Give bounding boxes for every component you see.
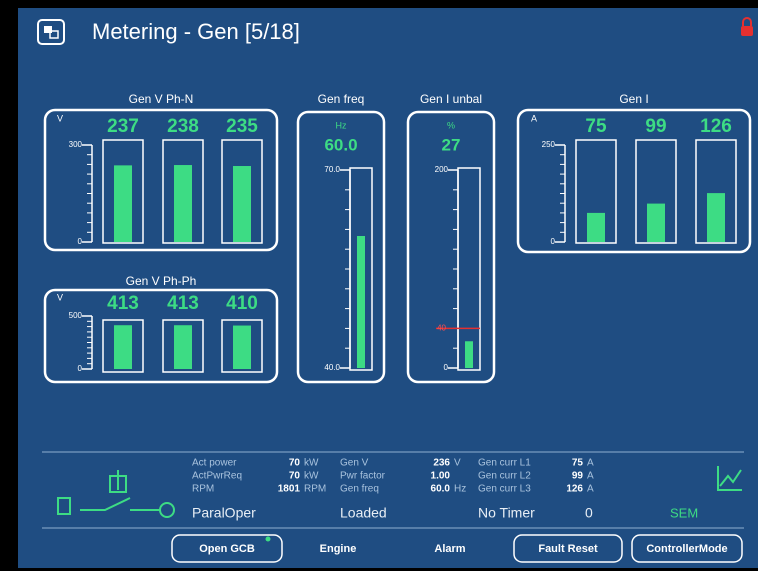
- gauge-unit: A: [531, 113, 537, 123]
- value-readout: 99: [645, 116, 666, 137]
- value-bar: [233, 166, 251, 242]
- scale-label: 200: [435, 165, 449, 174]
- reading-value: 1801: [278, 484, 301, 495]
- reading-unit: V: [454, 458, 461, 469]
- reading-label: RPM: [192, 484, 214, 495]
- reading-unit: kW: [304, 471, 319, 482]
- value-bar: [114, 165, 132, 242]
- menu-icon-part: [44, 26, 52, 33]
- value-readout: 413: [167, 293, 199, 314]
- scale-label: 70.0: [324, 165, 340, 174]
- reading-label: Gen curr L3: [478, 484, 531, 495]
- reading-label: Gen curr L2: [478, 471, 531, 482]
- value-bar: [174, 325, 192, 369]
- gauge-unit: %: [447, 120, 455, 130]
- reading-unit: A: [587, 471, 594, 482]
- value-bar: [114, 325, 132, 369]
- scale-label: 0: [78, 237, 83, 246]
- status-state: ParalOper: [192, 505, 256, 521]
- value-bar: [357, 236, 365, 368]
- scale-label: 0: [551, 237, 556, 246]
- reading-value: 99: [572, 471, 584, 482]
- value-bar: [174, 165, 192, 242]
- button[interactable]: Alarm: [434, 543, 465, 555]
- gauge-title: Gen freq: [318, 92, 365, 106]
- reading-value: 70: [289, 471, 301, 482]
- gauge-title: Gen V Ph-N: [129, 92, 194, 106]
- reading-unit: Hz: [454, 484, 466, 495]
- status-state: SEM: [670, 505, 698, 520]
- value-bar: [587, 213, 605, 242]
- reading-label: Gen curr L1: [478, 458, 531, 469]
- value-readout: 413: [107, 293, 139, 314]
- reading-unit: RPM: [304, 484, 326, 495]
- reading-value: 126: [566, 484, 583, 495]
- reading-unit: A: [587, 484, 594, 495]
- value-bar: [647, 204, 665, 242]
- value-bar: [465, 341, 473, 368]
- scale-label: 0: [78, 364, 83, 373]
- value-bar: [233, 326, 251, 369]
- status-state: No Timer: [478, 505, 535, 521]
- reading-value: 70: [289, 458, 301, 469]
- button[interactable]: ControllerMode: [646, 543, 727, 555]
- button-indicator: [266, 537, 271, 542]
- value-readout: 238: [167, 116, 199, 137]
- reading-label: Gen freq: [340, 484, 379, 495]
- reading-label: Act power: [192, 458, 237, 469]
- gauge-title: Gen I unbal: [420, 92, 482, 106]
- reading-unit: A: [587, 458, 594, 469]
- reading-label: Pwr factor: [340, 471, 386, 482]
- value-readout: 27: [442, 135, 461, 154]
- status-state: 0: [585, 505, 593, 521]
- reading-value: 236: [433, 458, 450, 469]
- limit-label: 40: [437, 324, 446, 333]
- value-readout: 235: [226, 116, 258, 137]
- screen: Metering - Gen [5/18] Gen V Ph-N V 0 300 237…: [0, 0, 758, 571]
- gauge-unit: V: [57, 292, 63, 302]
- value-readout: 410: [226, 293, 258, 314]
- value-bar: [707, 193, 725, 242]
- scale-label: 300: [69, 140, 83, 149]
- gauge-unit: Hz: [336, 120, 347, 130]
- reading-label: Gen V: [340, 458, 369, 469]
- value-readout: 237: [107, 116, 139, 137]
- button[interactable]: Engine: [320, 543, 357, 555]
- scale-label: 0: [444, 363, 449, 372]
- page-title: Metering - Gen [5/18]: [92, 19, 300, 44]
- reading-label: ActPwrReq: [192, 471, 242, 482]
- gauge-title: Gen V Ph-Ph: [126, 274, 197, 288]
- reading-value: 1.00: [431, 471, 451, 482]
- scale-label: 40.0: [324, 363, 340, 372]
- value-readout: 75: [585, 116, 607, 137]
- scale-label: 500: [69, 311, 83, 320]
- reading-unit: kW: [304, 458, 319, 469]
- gauge-title: Gen I: [619, 92, 648, 106]
- button[interactable]: Fault Reset: [538, 543, 598, 555]
- value-readout: 60.0: [324, 135, 357, 154]
- scale-label: 250: [542, 140, 556, 149]
- status-state: Loaded: [340, 505, 387, 521]
- button[interactable]: Open GCB: [199, 543, 255, 555]
- gauge-unit: V: [57, 113, 63, 123]
- page: Metering - Gen [5/18] Gen V Ph-N V 0 300 237…: [0, 0, 758, 571]
- lock-icon: [741, 26, 753, 36]
- reading-value: 75: [572, 458, 584, 469]
- value-readout: 126: [700, 116, 732, 137]
- reading-value: 60.0: [431, 484, 451, 495]
